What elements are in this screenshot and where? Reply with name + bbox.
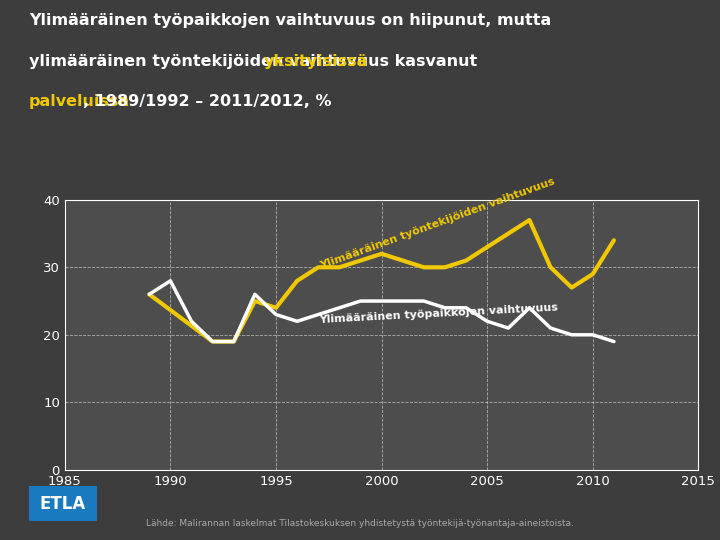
- Text: Ylimääräinen työpaikkojen vaihtuvuus on hiipunut, mutta: Ylimääräinen työpaikkojen vaihtuvuus on …: [29, 14, 551, 29]
- Text: , 1989/1992 – 2011/2012, %: , 1989/1992 – 2011/2012, %: [83, 94, 331, 110]
- Text: yksityisissä: yksityisissä: [264, 54, 368, 69]
- Text: Lähde: Malirannan laskelmat Tilastokeskuksen yhdistetystä työntekijä-työnantaja-: Lähde: Malirannan laskelmat Tilastokesku…: [146, 519, 574, 528]
- Text: ylimääräinen työntekijöiden vaihtuvuus kasvanut: ylimääräinen työntekijöiden vaihtuvuus k…: [29, 54, 482, 69]
- Text: Ylimääräinen työntekijöiden vaihtuvuus: Ylimääräinen työntekijöiden vaihtuvuus: [318, 176, 556, 271]
- Text: palveluissa: palveluissa: [29, 94, 130, 110]
- Text: Ylimääräinen työpaikkojen vaihtuvuus: Ylimääräinen työpaikkojen vaihtuvuus: [318, 302, 558, 325]
- Text: ETLA: ETLA: [40, 495, 86, 512]
